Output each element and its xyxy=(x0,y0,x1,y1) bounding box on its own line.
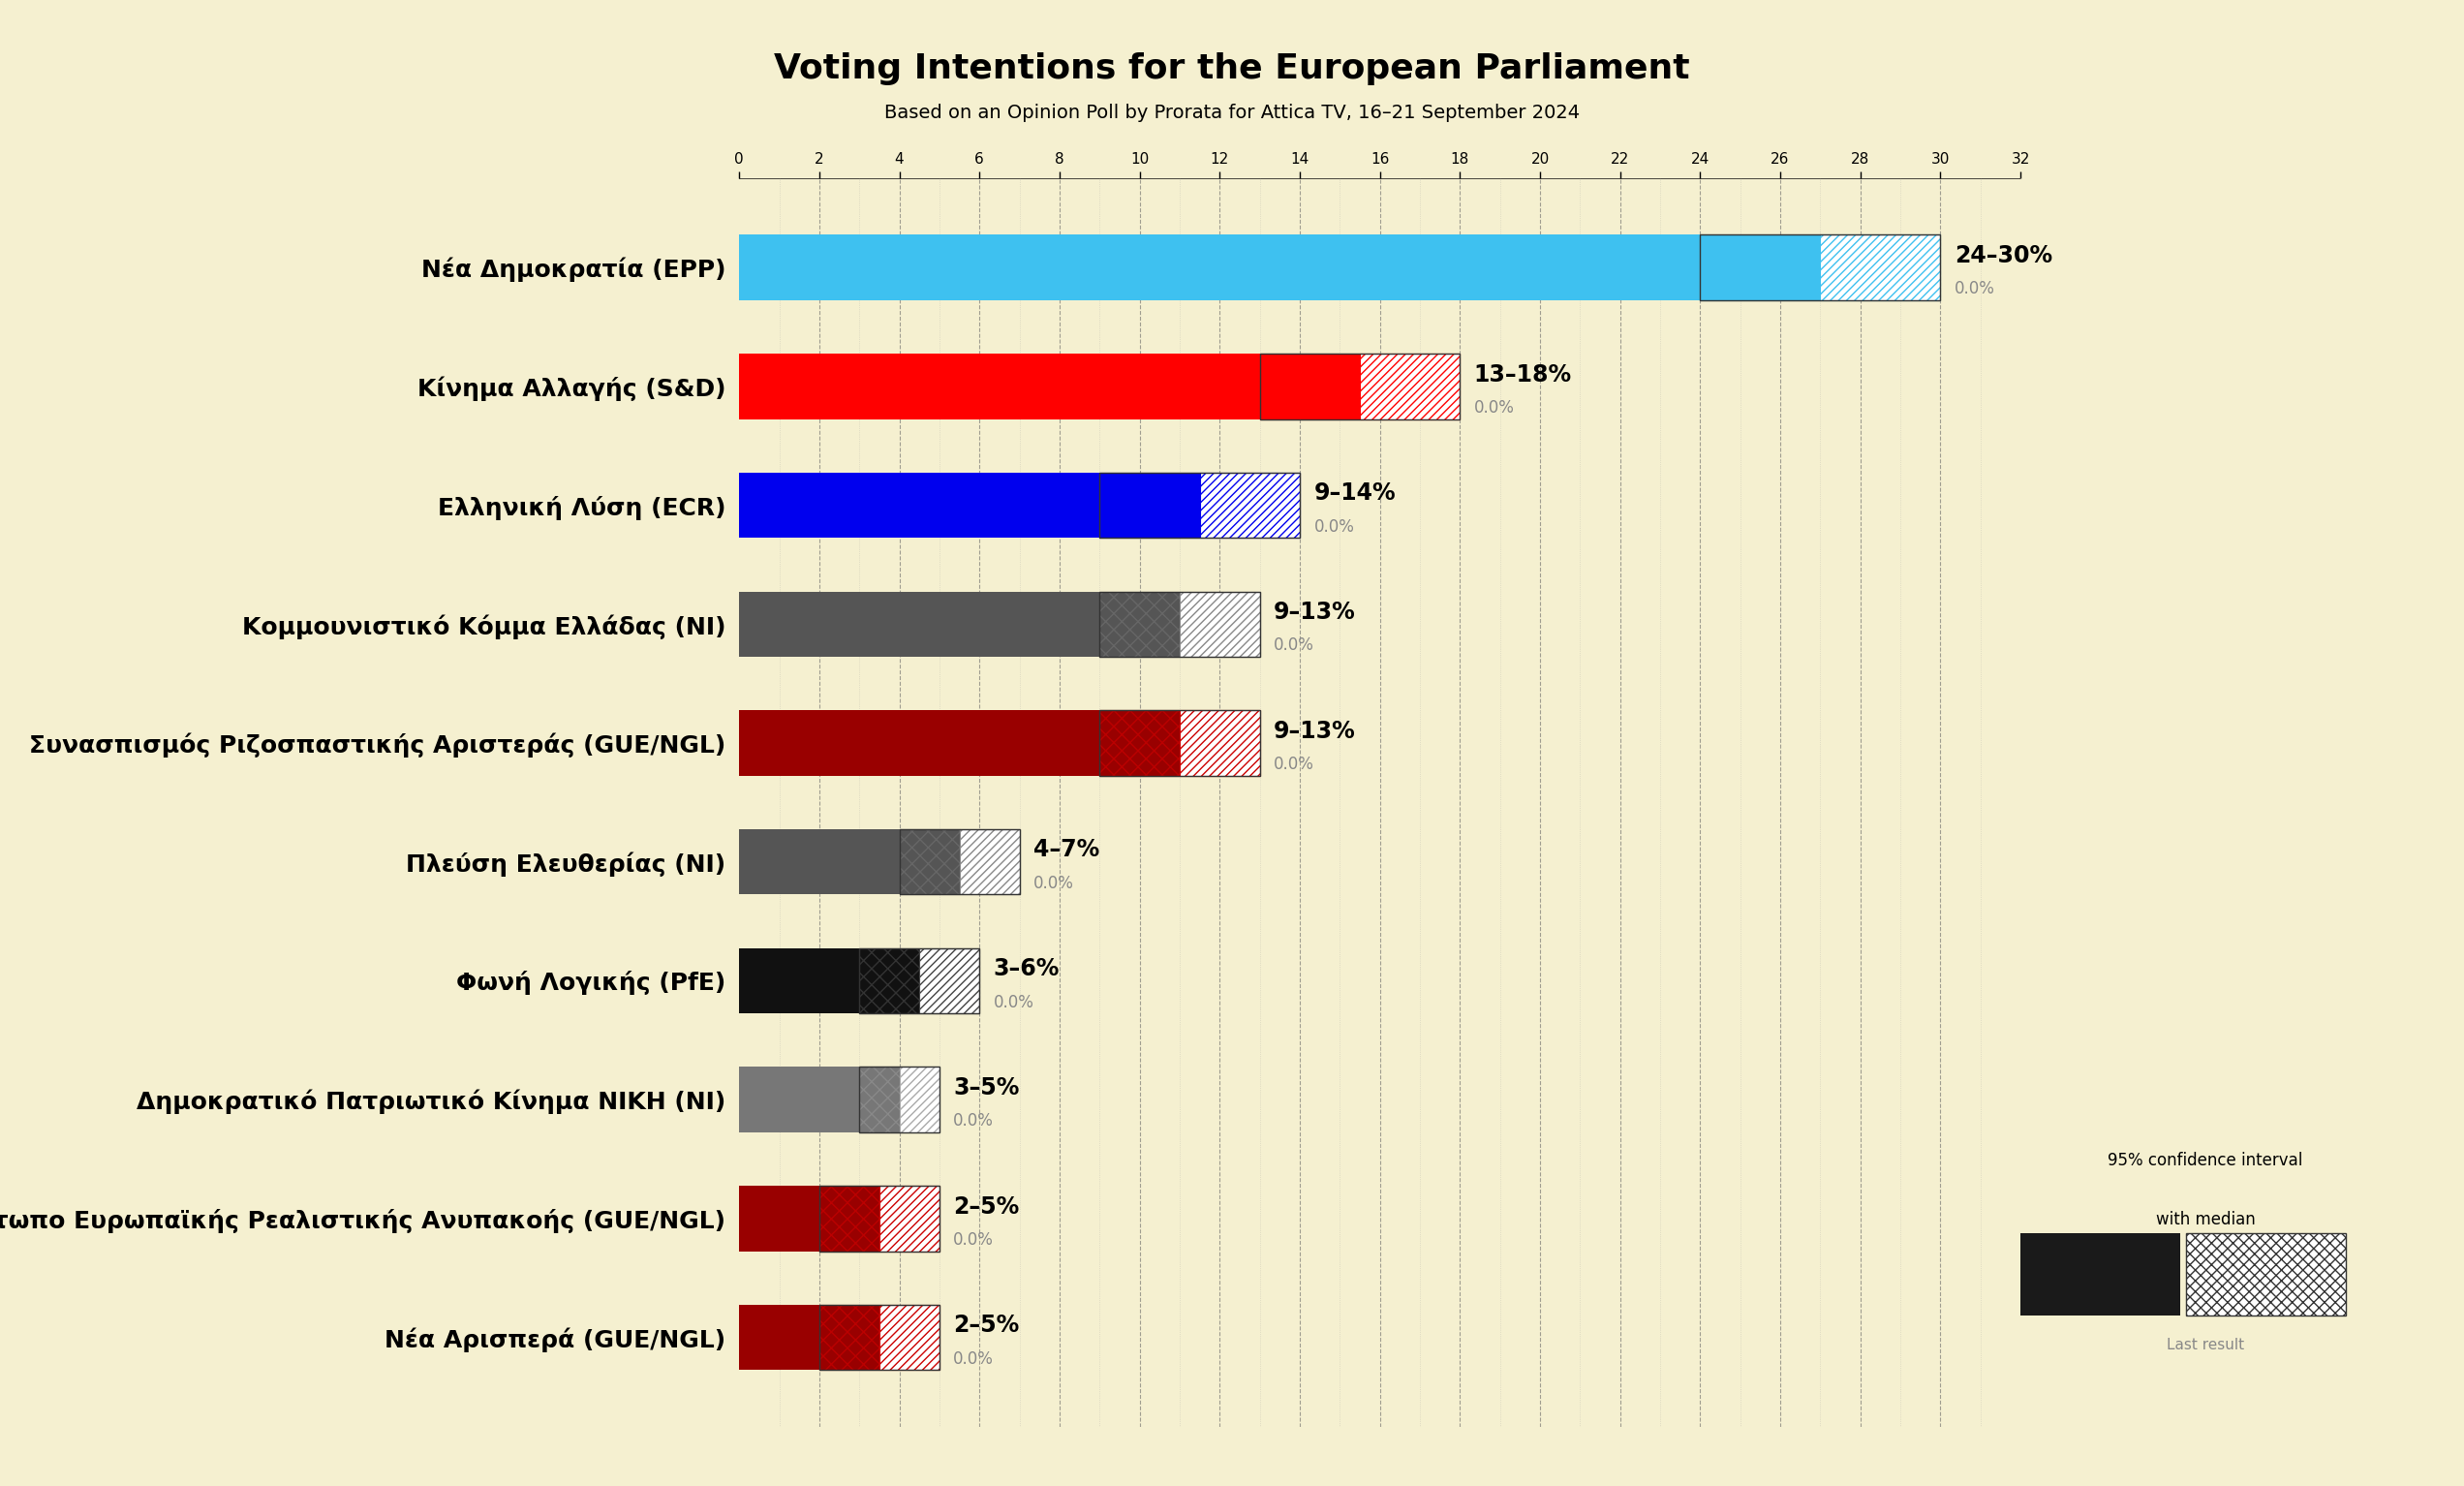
Bar xyxy=(739,1305,818,1370)
Bar xyxy=(739,1186,818,1251)
Text: 2–5%: 2–5% xyxy=(954,1195,1020,1219)
Bar xyxy=(899,829,958,895)
Text: 9–14%: 9–14% xyxy=(1313,481,1395,505)
Text: 24–30%: 24–30% xyxy=(1954,244,2053,267)
Text: 0.0%: 0.0% xyxy=(1274,756,1313,773)
Text: 0.0%: 0.0% xyxy=(1032,875,1074,892)
Bar xyxy=(739,948,860,1013)
Bar xyxy=(880,1186,939,1251)
Bar xyxy=(860,948,919,1013)
Text: 0.0%: 0.0% xyxy=(954,1351,993,1367)
Text: Voting Intentions for the European Parliament: Voting Intentions for the European Parli… xyxy=(774,52,1690,85)
Bar xyxy=(739,473,1099,538)
Bar xyxy=(1821,235,1942,300)
Bar xyxy=(1259,354,1360,419)
Bar xyxy=(899,829,1020,895)
Bar xyxy=(1700,235,1942,300)
Bar xyxy=(818,1305,939,1370)
Text: 0.0%: 0.0% xyxy=(1954,281,1996,297)
Bar xyxy=(860,1067,899,1132)
Bar xyxy=(1180,591,1259,657)
Text: 13–18%: 13–18% xyxy=(1473,363,1572,386)
Text: with median: with median xyxy=(2156,1211,2255,1229)
Bar xyxy=(739,591,1099,657)
Text: 0.0%: 0.0% xyxy=(993,994,1035,1010)
Text: 0.0%: 0.0% xyxy=(954,1232,993,1248)
Bar xyxy=(818,1186,939,1251)
Bar xyxy=(1099,591,1259,657)
Bar xyxy=(919,948,981,1013)
Text: 4–7%: 4–7% xyxy=(1032,838,1099,862)
Bar xyxy=(958,829,1020,895)
Bar xyxy=(1099,710,1180,776)
Text: 0.0%: 0.0% xyxy=(1274,637,1313,654)
Bar xyxy=(899,1067,939,1132)
Bar xyxy=(818,1305,880,1370)
Text: 9–13%: 9–13% xyxy=(1274,719,1355,743)
Text: 3–5%: 3–5% xyxy=(954,1076,1020,1100)
Bar xyxy=(880,1305,939,1370)
Text: 95% confidence interval: 95% confidence interval xyxy=(2107,1152,2304,1169)
Bar xyxy=(739,235,1700,300)
Text: 3–6%: 3–6% xyxy=(993,957,1060,981)
Text: 0.0%: 0.0% xyxy=(1313,519,1355,535)
Bar xyxy=(1200,473,1301,538)
Bar xyxy=(860,1067,939,1132)
Bar xyxy=(739,710,1099,776)
Bar xyxy=(739,354,1259,419)
Text: 9–13%: 9–13% xyxy=(1274,600,1355,624)
Bar xyxy=(1099,710,1259,776)
Text: 0.0%: 0.0% xyxy=(954,1113,993,1129)
Bar xyxy=(1099,473,1200,538)
Text: 2–5%: 2–5% xyxy=(954,1314,1020,1337)
Text: 0.0%: 0.0% xyxy=(1473,400,1515,416)
Bar xyxy=(818,1186,880,1251)
Bar xyxy=(1259,354,1461,419)
Text: Last result: Last result xyxy=(2166,1337,2245,1352)
Text: Based on an Opinion Poll by Prorata for Attica TV, 16–21 September 2024: Based on an Opinion Poll by Prorata for … xyxy=(885,104,1579,122)
Bar xyxy=(1180,710,1259,776)
Bar xyxy=(1099,591,1180,657)
Bar xyxy=(860,948,981,1013)
Bar xyxy=(739,829,899,895)
Bar xyxy=(1700,235,1821,300)
Bar xyxy=(1360,354,1461,419)
Bar xyxy=(1099,473,1301,538)
Bar xyxy=(739,1067,860,1132)
